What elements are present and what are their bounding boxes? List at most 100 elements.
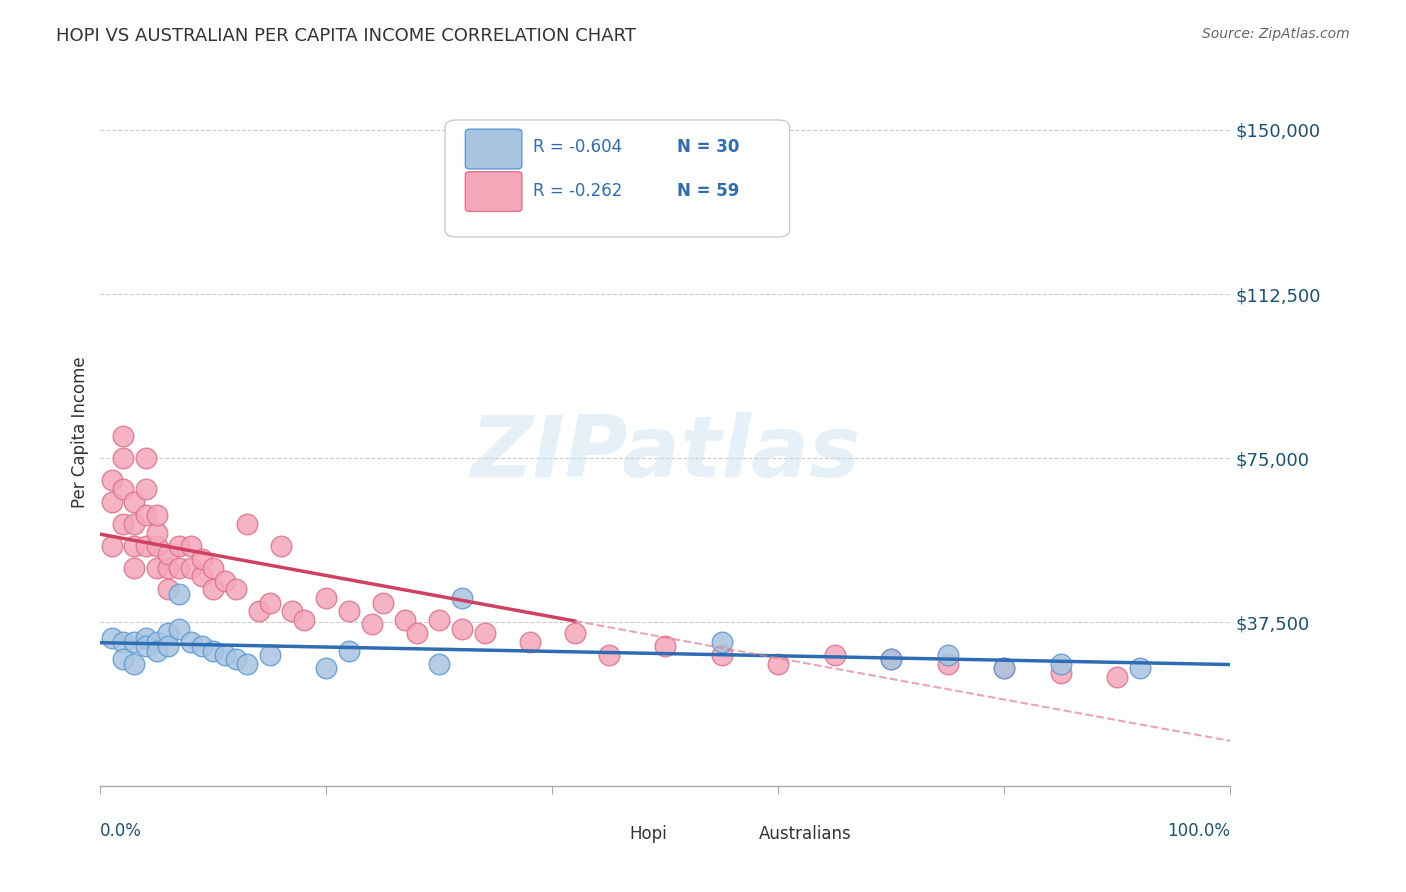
Point: [135, 631, 157, 645]
Point: [710, 648, 733, 662]
Point: [993, 661, 1015, 675]
Point: [337, 643, 360, 657]
Point: [135, 482, 157, 496]
Point: [122, 495, 145, 509]
Point: [191, 640, 214, 654]
Point: [259, 648, 281, 662]
Point: [427, 613, 450, 627]
Point: [157, 582, 180, 597]
Text: R = -0.604: R = -0.604: [533, 138, 623, 156]
Point: [191, 569, 214, 583]
Point: [519, 635, 541, 649]
Text: Hopi: Hopi: [630, 825, 666, 843]
Point: [111, 482, 134, 496]
Point: [100, 631, 122, 645]
Point: [157, 548, 180, 562]
Point: [214, 574, 236, 588]
Point: [135, 640, 157, 654]
Point: [360, 617, 382, 632]
Point: [371, 595, 394, 609]
Point: [180, 635, 202, 649]
Text: ZIPatlas: ZIPatlas: [470, 411, 860, 495]
Point: [214, 648, 236, 662]
Point: [270, 539, 292, 553]
Point: [100, 539, 122, 553]
Text: N = 59: N = 59: [676, 182, 740, 200]
Point: [122, 516, 145, 531]
FancyBboxPatch shape: [465, 172, 522, 211]
Point: [169, 622, 191, 636]
Point: [111, 451, 134, 466]
Point: [146, 643, 169, 657]
Point: [1107, 670, 1129, 684]
Point: [111, 652, 134, 666]
Point: [100, 495, 122, 509]
Point: [202, 560, 225, 574]
Text: HOPI VS AUSTRALIAN PER CAPITA INCOME CORRELATION CHART: HOPI VS AUSTRALIAN PER CAPITA INCOME COR…: [56, 27, 637, 45]
FancyBboxPatch shape: [444, 120, 790, 237]
Point: [146, 560, 169, 574]
Point: [180, 560, 202, 574]
Point: [315, 591, 337, 606]
Point: [135, 508, 157, 522]
Point: [122, 635, 145, 649]
Point: [564, 626, 586, 640]
Text: 100.0%: 100.0%: [1167, 822, 1230, 840]
Point: [146, 525, 169, 540]
Point: [315, 661, 337, 675]
Point: [225, 652, 247, 666]
Point: [169, 587, 191, 601]
Text: Australians: Australians: [759, 825, 852, 843]
Point: [202, 643, 225, 657]
Point: [880, 652, 903, 666]
Point: [1050, 665, 1073, 680]
Point: [451, 622, 474, 636]
Point: [598, 648, 620, 662]
Point: [654, 640, 676, 654]
Point: [405, 626, 427, 640]
Point: [122, 560, 145, 574]
Point: [880, 652, 903, 666]
Point: [180, 539, 202, 553]
Point: [157, 560, 180, 574]
Point: [135, 451, 157, 466]
Point: [710, 635, 733, 649]
Point: [202, 582, 225, 597]
FancyBboxPatch shape: [711, 822, 755, 847]
Point: [146, 539, 169, 553]
Point: [122, 657, 145, 671]
FancyBboxPatch shape: [582, 822, 624, 847]
Point: [146, 508, 169, 522]
Point: [474, 626, 496, 640]
Point: [111, 516, 134, 531]
Point: [100, 473, 122, 487]
Point: [281, 604, 304, 618]
Point: [768, 657, 790, 671]
Point: [427, 657, 450, 671]
Text: Source: ZipAtlas.com: Source: ZipAtlas.com: [1202, 27, 1350, 41]
Point: [122, 539, 145, 553]
Text: R = -0.262: R = -0.262: [533, 182, 623, 200]
Point: [1050, 657, 1073, 671]
Point: [259, 595, 281, 609]
Text: 0.0%: 0.0%: [100, 822, 142, 840]
Point: [146, 635, 169, 649]
Point: [993, 661, 1015, 675]
Point: [936, 657, 959, 671]
Point: [936, 648, 959, 662]
Point: [824, 648, 846, 662]
Point: [191, 551, 214, 566]
Point: [157, 640, 180, 654]
Point: [225, 582, 247, 597]
Point: [135, 539, 157, 553]
Text: N = 30: N = 30: [676, 138, 740, 156]
Point: [157, 626, 180, 640]
Point: [1129, 661, 1152, 675]
Point: [169, 560, 191, 574]
Point: [337, 604, 360, 618]
Point: [111, 635, 134, 649]
Point: [169, 539, 191, 553]
Y-axis label: Per Capita Income: Per Capita Income: [72, 356, 89, 508]
Point: [247, 604, 270, 618]
Point: [451, 591, 474, 606]
